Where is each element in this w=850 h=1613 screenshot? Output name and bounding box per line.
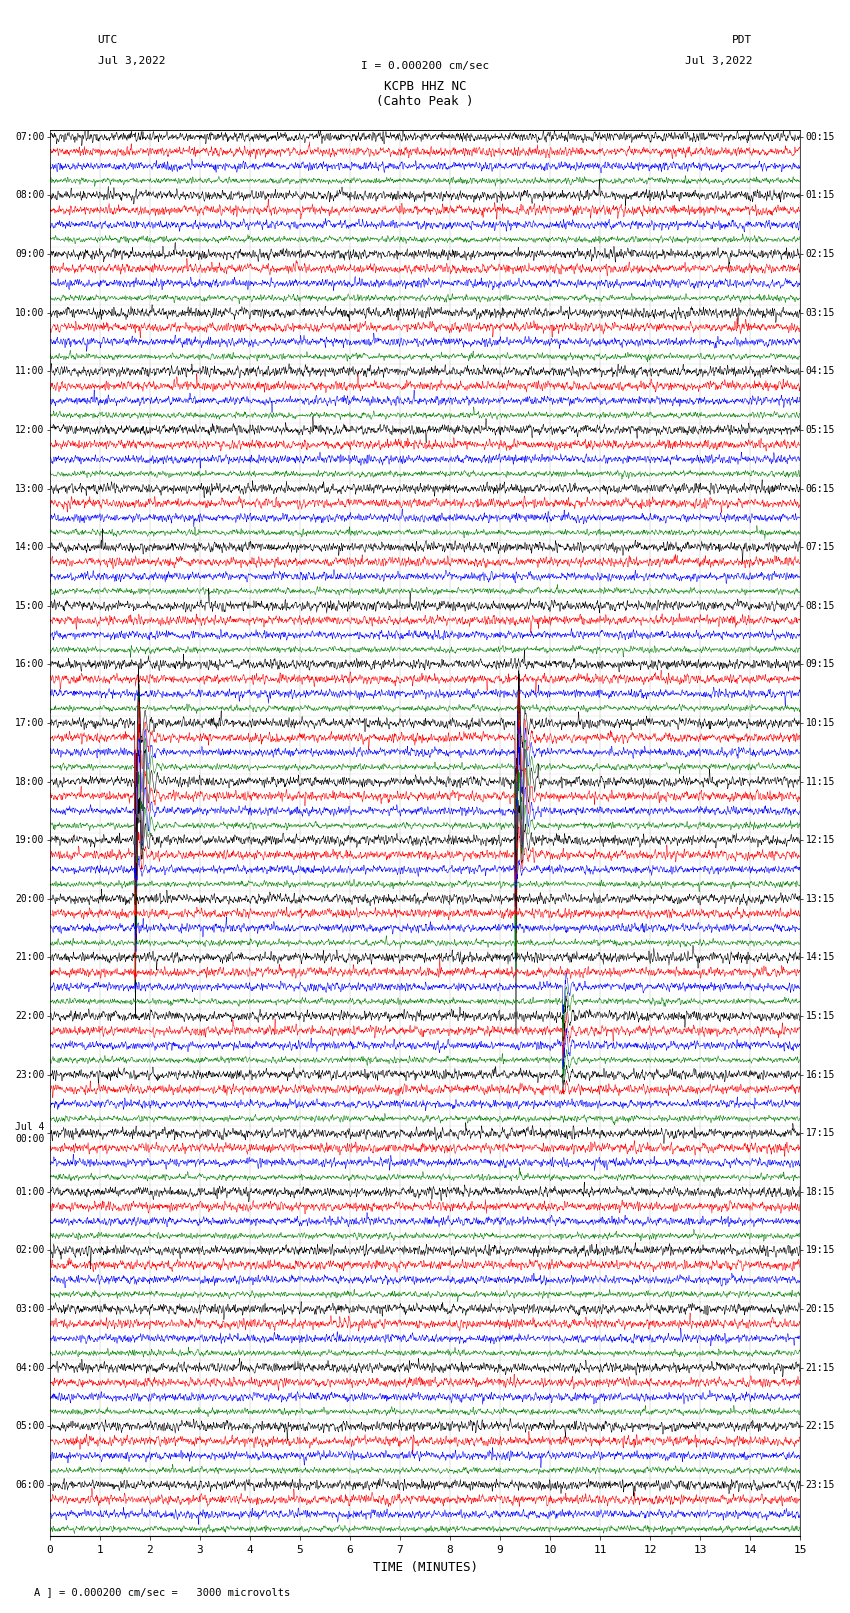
- Text: PDT: PDT: [732, 35, 752, 45]
- Text: UTC: UTC: [98, 35, 118, 45]
- X-axis label: TIME (MINUTES): TIME (MINUTES): [372, 1561, 478, 1574]
- Title: KCPB HHZ NC
(Cahto Peak ): KCPB HHZ NC (Cahto Peak ): [377, 79, 473, 108]
- Text: Jul 3,2022: Jul 3,2022: [98, 56, 165, 66]
- Text: I = 0.000200 cm/sec: I = 0.000200 cm/sec: [361, 61, 489, 71]
- Text: A ] = 0.000200 cm/sec =   3000 microvolts: A ] = 0.000200 cm/sec = 3000 microvolts: [34, 1587, 290, 1597]
- Text: Jul 3,2022: Jul 3,2022: [685, 56, 752, 66]
